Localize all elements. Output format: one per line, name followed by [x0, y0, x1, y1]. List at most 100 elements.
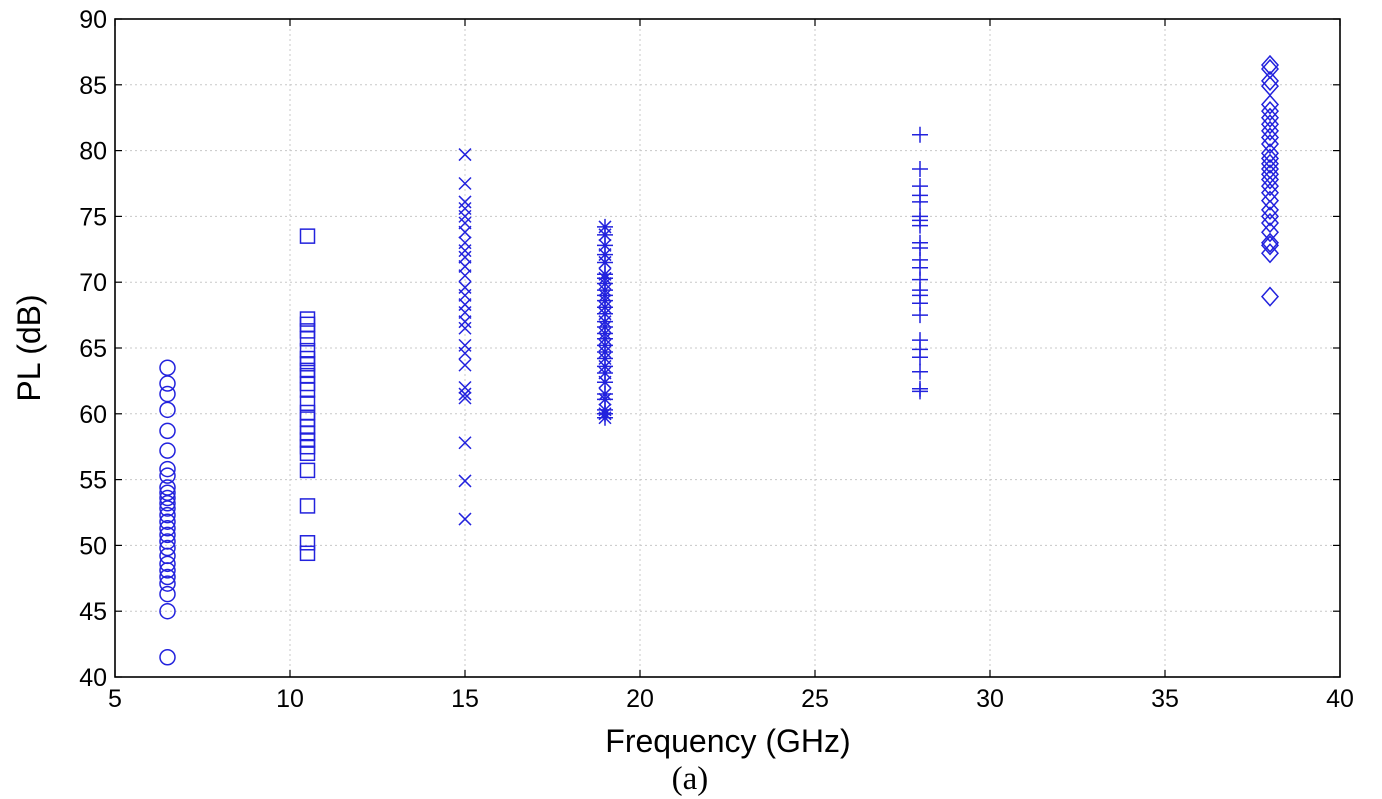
- data-point-plus: [912, 307, 928, 324]
- data-point-square: [299, 545, 316, 562]
- y-tick-label: 50: [79, 532, 107, 560]
- data-point-circle: [159, 568, 176, 586]
- x-tick-label: 5: [108, 685, 122, 713]
- data-point-x: [458, 380, 472, 395]
- data-point-x: [458, 176, 472, 191]
- data-point-x: [458, 346, 472, 360]
- data-point-diamond: [1260, 235, 1280, 256]
- y-tick-label: 90: [79, 6, 107, 34]
- data-point-x: [458, 358, 472, 372]
- data-point-x: [458, 512, 472, 526]
- data-point-square: [299, 228, 316, 244]
- data-point-diamond: [1260, 100, 1280, 122]
- data-point-x: [458, 436, 472, 450]
- data-point-circle: [159, 375, 176, 392]
- data-point-diamond: [1260, 222, 1280, 243]
- data-point-x: [458, 269, 472, 283]
- data-point-circle: [159, 526, 176, 544]
- data-point-diamond: [1260, 133, 1280, 155]
- y-tick-label: 45: [79, 598, 107, 626]
- data-point-plus: [912, 349, 928, 366]
- data-markers: [159, 54, 1280, 666]
- data-point-x: [458, 288, 472, 302]
- data-point-diamond: [1260, 169, 1280, 190]
- x-tick-label: 40: [1326, 685, 1354, 713]
- x-tick-label: 15: [451, 685, 479, 713]
- data-point-circle: [159, 500, 176, 517]
- x-tick-label: 10: [276, 685, 304, 713]
- data-point-asterisk: [597, 409, 613, 426]
- data-point-x: [458, 474, 472, 488]
- x-axis-label: Frequency (GHz): [605, 723, 850, 759]
- data-point-diamond: [1260, 286, 1280, 307]
- axis-ticks: 5 10 15 20 25 30 35 40 40 45 50 55 60 65 70 75 80 85 90: [79, 6, 1354, 713]
- data-point-x: [458, 321, 472, 335]
- data-point-circle: [159, 585, 176, 603]
- data-point-circle: [159, 489, 176, 507]
- data-point-square: [299, 498, 316, 514]
- data-point-plus: [912, 193, 928, 210]
- data-point-diamond: [1260, 206, 1280, 227]
- data-point-x: [458, 250, 472, 264]
- data-point-x: [458, 195, 472, 209]
- y-tick-label: 60: [79, 401, 107, 429]
- data-point-circle: [159, 495, 176, 512]
- y-tick-label: 70: [79, 269, 107, 297]
- data-point-x: [458, 148, 472, 162]
- data-point-circle: [159, 401, 176, 419]
- data-point-square: [299, 382, 316, 398]
- data-point-asterisk: [597, 237, 613, 254]
- x-tick-label: 25: [801, 685, 829, 713]
- data-point-square: [299, 331, 316, 347]
- data-point-circle: [159, 479, 176, 496]
- data-point-diamond: [1260, 212, 1280, 234]
- x-tick-label: 30: [976, 685, 1004, 713]
- data-point-circle: [159, 467, 176, 484]
- y-axis-label: PL (dB): [11, 294, 47, 401]
- y-tick-label: 40: [79, 664, 107, 692]
- data-point-diamond: [1260, 243, 1280, 264]
- data-point-circle: [159, 562, 176, 579]
- data-point-circle: [159, 460, 176, 478]
- data-point-diamond: [1260, 120, 1280, 141]
- data-point-circle: [159, 442, 176, 459]
- data-point-asterisk: [597, 391, 613, 408]
- data-point-circle: [159, 422, 176, 440]
- data-point-circle: [159, 555, 176, 573]
- data-point-diamond: [1260, 190, 1280, 211]
- data-point-asterisk: [597, 226, 613, 243]
- data-point-diamond: [1260, 127, 1280, 148]
- data-point-asterisk: [597, 374, 613, 391]
- data-point-circle: [159, 484, 176, 502]
- data-point-square: [299, 323, 316, 339]
- data-point-circle: [159, 602, 176, 620]
- data-point-asterisk: [597, 365, 613, 382]
- y-tick-label: 55: [79, 467, 107, 495]
- data-point-plus: [912, 126, 928, 143]
- x-tick-label: 35: [1151, 685, 1179, 713]
- data-point-circle: [159, 385, 176, 403]
- y-tick-label: 75: [79, 203, 107, 231]
- data-point-circle: [159, 513, 176, 530]
- data-point-diamond: [1260, 148, 1280, 169]
- data-point-asterisk: [597, 254, 613, 271]
- data-point-square: [299, 535, 316, 551]
- data-point-square: [299, 462, 316, 479]
- data-point-plus: [912, 383, 928, 400]
- data-point-square: [299, 342, 316, 359]
- y-tick-label: 80: [79, 138, 107, 166]
- data-point-diamond: [1260, 153, 1280, 174]
- data-point-diamond: [1260, 70, 1280, 91]
- data-point-x: [458, 387, 472, 401]
- data-point-diamond: [1260, 94, 1280, 115]
- data-point-diamond: [1260, 199, 1280, 220]
- data-point-circle: [159, 649, 176, 666]
- data-point-plus: [912, 161, 928, 178]
- data-point-plus: [912, 363, 928, 380]
- data-point-x: [458, 391, 472, 405]
- data-point-circle: [159, 539, 176, 557]
- data-point-diamond: [1260, 143, 1280, 164]
- data-point-plus: [912, 217, 928, 234]
- grid-lines: [115, 19, 1340, 677]
